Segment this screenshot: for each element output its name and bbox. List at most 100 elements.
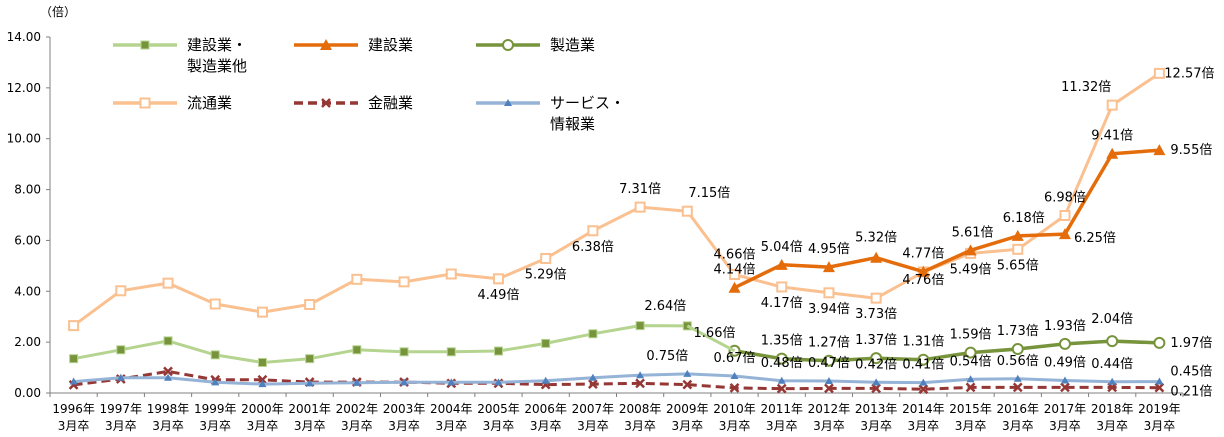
data-label: 3.73倍 [855,307,897,322]
data-point [917,265,930,277]
data-point [824,377,833,385]
data-label: 4.76倍 [902,273,944,288]
x-tick-label: 3月卒 [1002,419,1034,433]
y-tick-label: 6.00 [14,233,41,247]
data-point [1106,147,1119,159]
data-point [729,383,740,393]
data-point [1155,377,1164,385]
data-label: 1.93倍 [1044,319,1086,334]
data-point [964,346,977,359]
series-line [733,148,1160,290]
data-point [870,251,883,263]
data-label: 3.94倍 [808,302,850,317]
x-tick-label: 3月卒 [1049,419,1081,433]
series-connector [686,324,736,353]
data-label: 2.64倍 [644,299,686,314]
data-label: 1.97倍 [1170,336,1212,351]
data-point [115,285,127,297]
y-tick-label: 12.00 [7,81,41,95]
x-tick-label: 3月卒 [719,419,751,433]
x-tick-label: 2001年 [288,402,331,416]
data-point [917,353,930,366]
data-point [351,273,363,285]
data-label: 6.25倍 [1074,231,1116,246]
x-tick-label: 1999年 [194,402,237,416]
data-label: 6.98倍 [1044,191,1086,206]
x-tick-label: 3月卒 [671,419,703,433]
data-label: 1.35倍 [761,334,803,349]
data-point [588,379,598,389]
series-line [73,324,688,364]
x-tick-label: 3月卒 [58,419,90,433]
data-label: 4.95倍 [808,242,850,257]
data-point [258,380,267,388]
x-tick-label: 2011年 [760,402,803,416]
data-point [634,201,646,213]
x-tick-label: 2000年 [241,402,284,416]
x-tick-label: 1997年 [100,402,143,416]
legend-label: 流通業 [187,94,232,112]
data-point [1153,67,1165,79]
data-point [116,345,126,355]
legend-item: 金融業 [294,94,413,112]
x-tick-label: 3月卒 [1144,419,1176,433]
data-point [871,383,882,394]
x-tick-label: 2012年 [808,402,851,416]
x-tick-label: 2008年 [619,402,662,416]
data-label: 7.31倍 [619,182,661,197]
x-tick-label: 2005年 [477,402,520,416]
x-tick-label: 3月卒 [435,419,467,433]
x-tick-label: 2019年 [1138,402,1181,416]
data-label: 7.15倍 [688,186,730,201]
x-tick-label: 1996年 [52,402,95,416]
data-label: 2.04倍 [1091,312,1133,327]
legend-item: サービス・情報業 [476,94,625,133]
y-tick-label: 10.00 [7,132,41,146]
data-point [824,383,834,394]
legend-marker [139,97,151,109]
data-point [730,371,739,379]
data-point [256,306,268,318]
y-axis-unit-label: （倍） [40,4,76,19]
data-point [1153,336,1166,349]
data-point [164,373,173,381]
data-point [1013,374,1022,382]
data-point [305,354,315,364]
legend-item: 製造業 [476,36,595,54]
data-label: 9.55倍 [1170,143,1212,158]
data-point [588,373,597,381]
data-point [636,371,645,379]
data-label: 5.49倍 [950,262,992,277]
x-tick-label: 3月卒 [105,419,137,433]
data-point [683,369,692,377]
data-point [776,281,788,293]
data-label: 0.42倍 [855,357,897,372]
series-line [73,372,1160,386]
legend-item: 流通業 [113,94,232,112]
data-label: 9.41倍 [1091,129,1133,144]
data-point [1153,144,1166,156]
data-point [966,375,975,383]
y-tick-label: 4.00 [14,284,41,298]
x-tick-label: 1998年 [147,402,190,416]
x-tick-label: 2007年 [572,402,615,416]
data-label: 1.37倍 [855,333,897,348]
x-tick-label: 3月卒 [860,419,892,433]
data-label: 5.65倍 [997,258,1039,273]
data-point [1060,376,1069,384]
data-point [163,366,173,377]
x-tick-label: 3月卒 [388,419,420,433]
data-point [822,261,835,273]
data-label: 11.32倍 [1061,80,1111,95]
y-tick-label: 0.00 [14,386,41,400]
data-point [1154,382,1165,393]
x-tick-label: 2010年 [713,402,756,416]
data-point [823,287,835,299]
data-point [116,373,125,381]
data-point [68,320,80,332]
series-3 [68,67,1165,332]
data-label: 5.32倍 [855,231,897,246]
legend-label: 製造業 [550,36,595,54]
